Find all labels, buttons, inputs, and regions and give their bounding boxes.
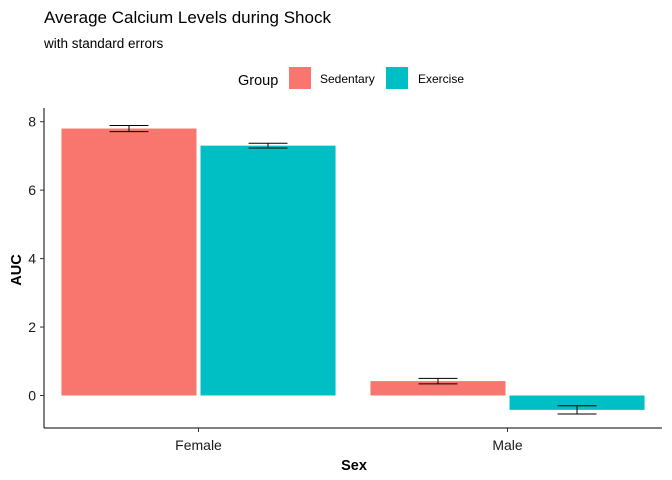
legend-title: Group [238,73,278,89]
y-axis-title: AUC [9,254,25,286]
chart-subtitle: with standard errors [43,36,164,51]
legend: Group Sedentary Exercise [238,67,464,89]
y-tick-label-8: 8 [28,114,36,130]
y-tick-label-0: 0 [28,387,36,403]
bar-exercise-male [509,395,645,410]
y-tick-label-2: 2 [28,319,36,335]
x-tick-label-female: Female [175,437,222,453]
chart-title: Average Calcium Levels during Shock [44,8,331,27]
legend-label-sedentary: Sedentary [320,72,375,86]
y-tick-label-4: 4 [28,251,36,267]
plot-area: 0 2 4 6 8 Female Male [28,108,662,453]
x-tick-label-male: Male [492,437,523,453]
legend-label-exercise: Exercise [418,72,464,86]
x-axis-title: Sex [341,458,367,474]
bar-sedentary-male [370,381,506,396]
bar-exercise-female [200,145,336,396]
legend-swatch-exercise [386,67,408,89]
legend-swatch-sedentary [289,67,311,89]
bar-sedentary-female [61,128,197,396]
y-tick-label-6: 6 [28,182,36,198]
